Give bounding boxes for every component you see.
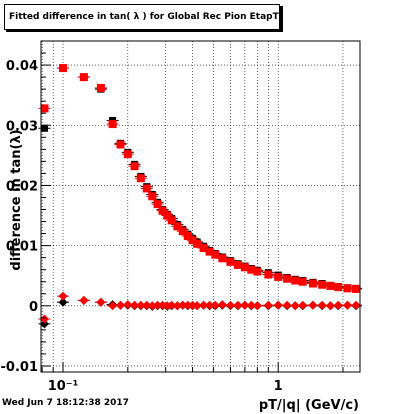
data-point-square xyxy=(158,206,167,215)
data-point-diamond xyxy=(39,314,49,324)
data-point-diamond xyxy=(96,297,106,307)
data-point-square xyxy=(211,250,220,259)
data-point-square xyxy=(96,83,105,92)
data-point-diamond xyxy=(252,301,262,311)
data-point-square xyxy=(142,184,151,193)
data-point-square xyxy=(291,276,300,285)
data-point-diamond xyxy=(79,295,89,305)
data-point-diamond xyxy=(192,301,202,311)
data-point-diamond xyxy=(210,300,220,310)
data-point-diamond xyxy=(225,300,235,310)
y-tick-label: 0 xyxy=(29,300,38,315)
chart-title: Fitted difference in tan( λ ) for Global… xyxy=(4,4,280,30)
data-point-square xyxy=(199,244,208,253)
data-point-diamond xyxy=(351,300,361,310)
data-point-square xyxy=(193,239,202,248)
data-point-square xyxy=(240,263,249,272)
y-tick-label: 0.01 xyxy=(6,240,38,255)
y-tick-label: 0.02 xyxy=(6,179,38,194)
data-point-square xyxy=(318,280,327,289)
data-point-square xyxy=(308,279,317,288)
data-point-square xyxy=(148,192,157,201)
data-point-diamond xyxy=(290,301,300,311)
data-point-diamond xyxy=(246,300,256,310)
data-point-diamond xyxy=(308,300,318,310)
data-point-diamond xyxy=(273,300,283,310)
data-point-square xyxy=(343,284,352,293)
data-point-square xyxy=(40,124,48,132)
data-point-diamond xyxy=(343,300,353,310)
title-shadow-side xyxy=(280,6,283,32)
data-point-diamond xyxy=(172,301,182,311)
data-point-square xyxy=(167,216,176,225)
data-point-diamond xyxy=(167,300,177,310)
data-point-diamond xyxy=(58,297,68,307)
data-point-diamond xyxy=(130,300,140,310)
x-axis-title: pT/|q| (GeV/c) xyxy=(259,398,359,413)
data-point-diamond xyxy=(333,300,343,310)
data-point-square xyxy=(253,267,262,276)
data-point-diamond xyxy=(39,319,49,329)
data-point-square xyxy=(79,73,88,82)
data-point-diamond xyxy=(263,300,273,310)
y-tick-label: -0.01 xyxy=(1,360,38,375)
data-point-diamond xyxy=(233,300,243,310)
data-point-square xyxy=(130,162,139,171)
y-tick-label: 0.03 xyxy=(6,119,38,134)
timestamp: Wed Jun 7 18:12:38 2017 xyxy=(2,398,129,408)
data-point-diamond xyxy=(240,300,250,310)
plot-frame xyxy=(40,40,361,373)
data-point-diamond xyxy=(116,300,126,310)
axes: -0.01 0 0.01 0.02 0.03 0.04 10⁻¹ 1 xyxy=(1,40,344,394)
data-point-diamond xyxy=(142,300,152,310)
data-point-square xyxy=(123,150,132,159)
data-point-square xyxy=(178,227,187,236)
data-point-square xyxy=(116,140,125,149)
x-tick-label: 10⁻¹ xyxy=(48,379,79,394)
data-point-square xyxy=(173,222,182,231)
data-point-diamond xyxy=(325,301,335,311)
data-point-square xyxy=(183,231,192,240)
data-point-square xyxy=(274,272,283,281)
data-point-square xyxy=(334,283,343,292)
data-point-diamond xyxy=(199,300,209,310)
data-point-square xyxy=(326,281,335,290)
grid-lines xyxy=(41,41,360,372)
data-point-diamond xyxy=(147,301,157,311)
data-point-diamond xyxy=(298,300,308,310)
data-point-square xyxy=(247,265,256,274)
data-point-diamond xyxy=(217,300,227,310)
data-point-square xyxy=(59,64,68,73)
data-point-diamond xyxy=(317,300,327,310)
data-point-square xyxy=(108,120,117,129)
data-point-diamond xyxy=(123,300,133,310)
data-point-diamond xyxy=(282,300,292,310)
data-point-square xyxy=(264,270,273,279)
data-point-diamond xyxy=(58,291,68,301)
y-axis-title: difference in tan(λ) xyxy=(9,129,24,270)
data-point-square xyxy=(188,236,197,245)
data-point-square xyxy=(283,274,292,283)
data-point-square xyxy=(352,284,361,293)
title-shadow xyxy=(6,29,282,32)
data-point-square xyxy=(298,277,307,286)
data-point-diamond xyxy=(108,301,118,311)
data-point-square xyxy=(205,247,214,256)
data-point-square xyxy=(163,211,172,220)
data-point-square xyxy=(226,257,235,266)
data-point-square xyxy=(153,200,162,209)
data-marks xyxy=(38,64,363,329)
data-point-square xyxy=(136,174,145,183)
x-tick-label: 1 xyxy=(274,379,283,394)
y-tick-label: 0.04 xyxy=(6,59,38,74)
data-point-square xyxy=(40,104,49,113)
data-point-square xyxy=(218,254,227,263)
data-point-square xyxy=(233,260,242,269)
